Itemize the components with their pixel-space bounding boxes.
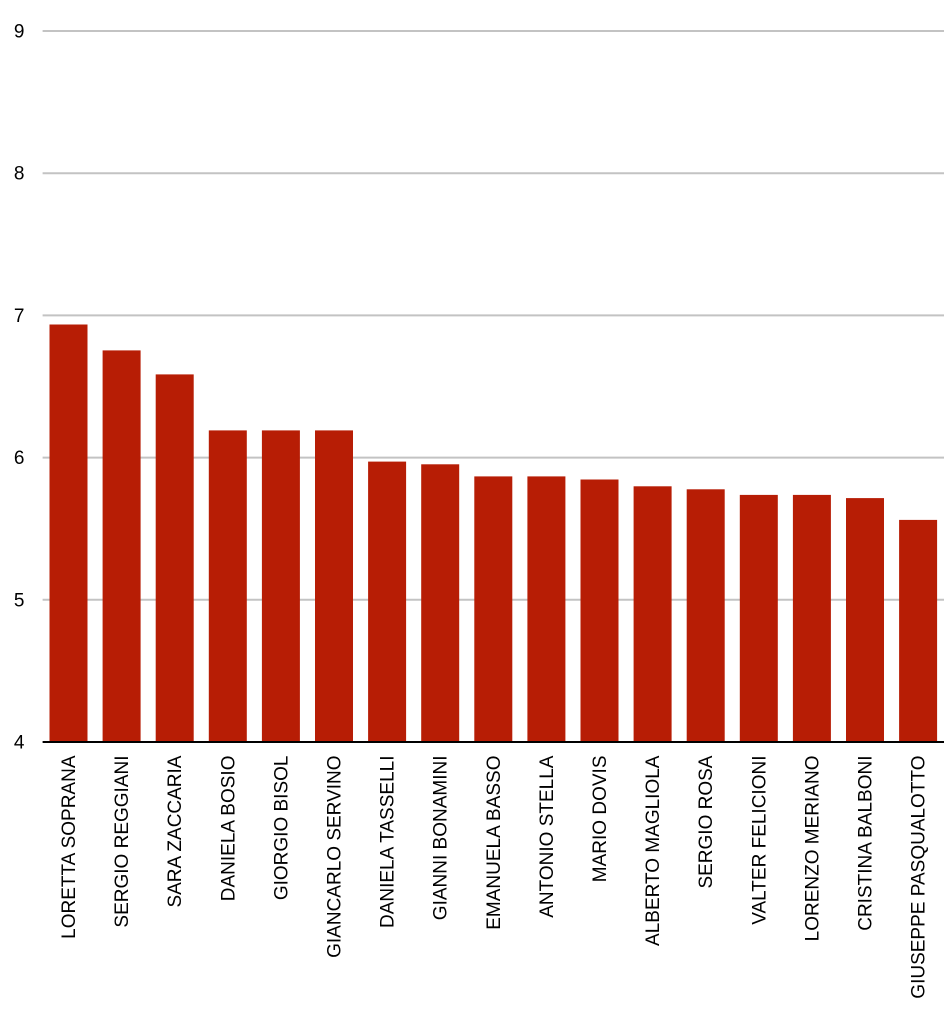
svg-text:ANTONIO STELLA: ANTONIO STELLA bbox=[537, 755, 558, 918]
svg-text:9: 9 bbox=[14, 22, 25, 43]
svg-text:GIANCARLO SERVINO: GIANCARLO SERVINO bbox=[325, 756, 346, 958]
svg-text:SERGIO REGGIANI: SERGIO REGGIANI bbox=[112, 756, 133, 928]
svg-text:MARIO DOVIS: MARIO DOVIS bbox=[590, 756, 611, 883]
svg-text:GIUSEPPE PASQUALOTTO: GIUSEPPE PASQUALOTTO bbox=[909, 756, 930, 999]
svg-text:8: 8 bbox=[14, 164, 25, 185]
svg-text:CRISTINA BALBONI: CRISTINA BALBONI bbox=[856, 756, 877, 931]
svg-text:6: 6 bbox=[14, 448, 25, 469]
svg-text:LORETTA SOPRANA: LORETTA SOPRANA bbox=[59, 755, 80, 939]
svg-text:DANIELA BOSIO: DANIELA BOSIO bbox=[218, 756, 239, 902]
svg-text:SARA ZACCARIA: SARA ZACCARIA bbox=[165, 755, 186, 907]
svg-text:SERGIO ROSA: SERGIO ROSA bbox=[696, 755, 717, 888]
svg-text:7: 7 bbox=[14, 306, 25, 327]
svg-text:VALTER FELICIONI: VALTER FELICIONI bbox=[749, 756, 770, 925]
svg-text:EMANUELA BASSO: EMANUELA BASSO bbox=[484, 756, 505, 930]
svg-text:GIANNI BONAMINI: GIANNI BONAMINI bbox=[431, 756, 452, 921]
svg-text:5: 5 bbox=[14, 590, 25, 611]
svg-text:4: 4 bbox=[14, 733, 25, 754]
svg-text:GIORGIO BISOL: GIORGIO BISOL bbox=[271, 756, 292, 901]
svg-text:LORENZO MERIANO: LORENZO MERIANO bbox=[802, 756, 823, 942]
svg-text:ALBERTO MAGLIOLA: ALBERTO MAGLIOLA bbox=[643, 755, 664, 946]
svg-text:DANIELA TASSELLI: DANIELA TASSELLI bbox=[378, 756, 399, 929]
